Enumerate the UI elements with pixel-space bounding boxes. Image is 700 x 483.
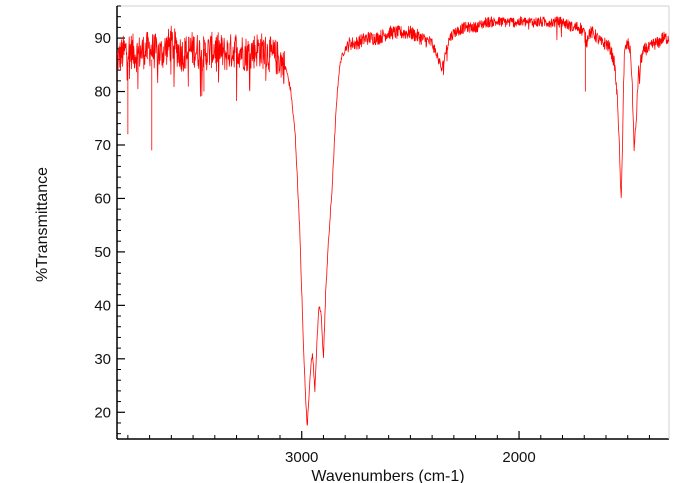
spectrum-line	[116, 16, 670, 426]
y-tick-label: 30	[94, 351, 111, 368]
y-axis-title: %Transmittance	[34, 167, 51, 282]
y-tick-label: 60	[94, 190, 111, 207]
y-tick-label: 50	[94, 244, 111, 261]
y-tick-label: 90	[94, 30, 111, 47]
labels-layer: 20 30 40 50 60 70 80 90 3000 2000 Wavenumbers (cm-…	[34, 30, 536, 483]
series-layer	[116, 16, 670, 426]
x-axis-title: Wavenumbers (cm-1)	[311, 468, 464, 483]
y-tick-label: 70	[94, 137, 111, 154]
y-tick-label: 80	[94, 84, 111, 101]
y-tick-label: 20	[94, 404, 111, 421]
x-tick-label: 2000	[502, 449, 535, 466]
y-tick-label: 40	[94, 297, 111, 314]
x-tick-label: 3000	[285, 449, 318, 466]
axes	[116, 5, 670, 440]
